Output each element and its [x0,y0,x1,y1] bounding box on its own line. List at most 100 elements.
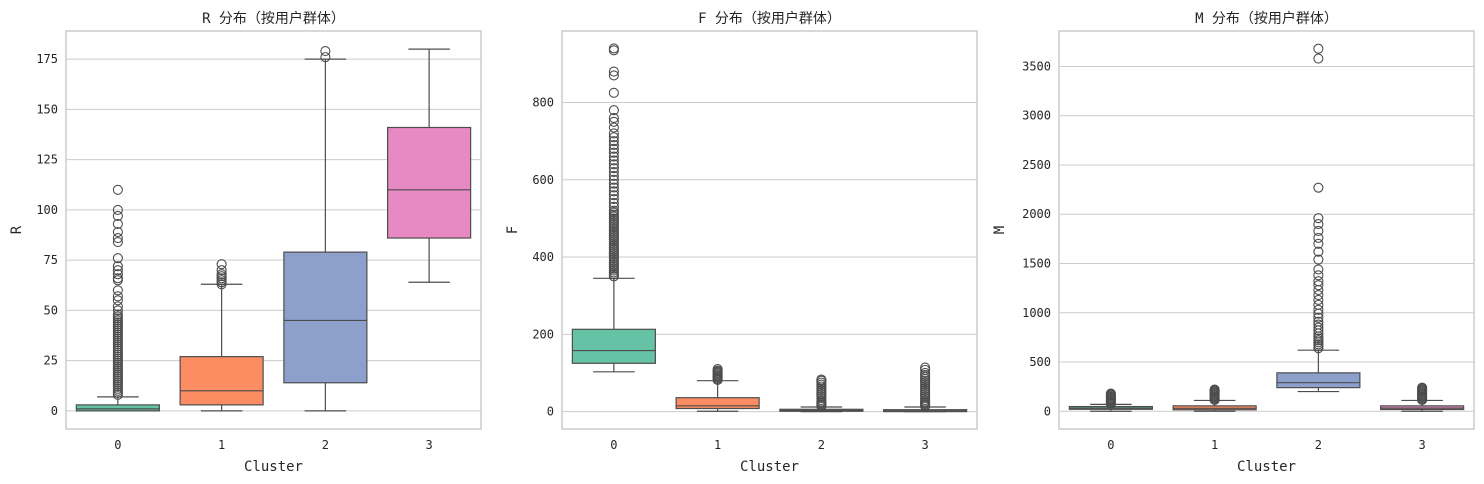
outlier-point [608,70,619,81]
outlier-point [112,309,123,320]
outlier-point [112,218,123,230]
outlier-point [608,122,619,133]
outlier-point [1313,322,1324,333]
outlier-point [608,166,619,178]
panel-title: R 分布（按用户群体） [202,10,345,27]
box-cluster-1 [1172,384,1257,412]
outlier-point [608,112,619,123]
outlier-point [608,105,619,116]
outlier-point [1313,53,1324,64]
box-cluster-0 [571,43,656,373]
iqr-box [675,397,760,410]
outlier-point [320,52,331,63]
x-tick-label: 2 [818,438,825,452]
outlier-point [112,204,123,215]
y-axis-label: R [9,225,25,234]
outlier-point [608,66,619,77]
y-tick-label: 3500 [1022,59,1051,73]
outlier-point [1313,264,1324,275]
outlier-point [1417,382,1428,393]
x-tick-label: 3 [1419,438,1426,452]
gridlines [66,58,481,412]
box-cluster-1 [179,259,264,412]
outlier-point [1313,213,1324,224]
panel-f: F 分布（按用户群体） Cluster F 0 200 400 600 800 0 1 2 3 [505,10,978,475]
iqr-box [387,126,472,239]
y-tick-label: 3000 [1022,109,1051,123]
x-axis-label: Cluster [740,459,799,475]
outlier-point [608,87,619,98]
box-cluster-1 [675,364,760,412]
outlier-point [608,151,619,162]
iqr-box [179,356,264,406]
outlier-point [608,147,619,158]
box-cluster-3 [883,362,968,413]
outlier-point [1313,246,1324,257]
outlier-point [608,201,619,212]
outlier-point [608,139,619,151]
outlier-point [112,184,123,195]
outlier-point [112,232,123,244]
outlier-point [608,45,619,56]
y-tick-label: 2500 [1022,158,1051,172]
outlier-point [1313,294,1324,305]
outlier-point [112,305,123,316]
outlier-point [1313,182,1324,193]
outlier-point [112,265,123,276]
outlier-point [1313,238,1324,249]
outlier-point [608,159,619,170]
outlier-point [1313,312,1324,323]
x-tick-label: 1 [714,438,721,452]
gridlines [562,101,977,413]
y-tick-label: 400 [532,250,554,264]
iqr-box [1276,372,1361,389]
outlier-point [216,265,227,276]
outlier-point [1313,225,1324,237]
x-tick-label: 2 [322,438,329,452]
outlier-point [608,178,619,189]
outlier-point [112,261,123,272]
y-tick-label: 200 [532,327,554,341]
gridlines [1059,65,1474,412]
box-cluster-2 [1276,43,1361,393]
outlier-point [920,364,931,375]
outlier-point [1313,289,1324,301]
panel-title: M 分布（按用户群体） [1195,10,1338,27]
outlier-point [1313,270,1324,281]
x-axis-label: Cluster [244,459,303,475]
y-tick-label: 150 [36,102,58,116]
outlier-point [112,301,123,312]
y-tick-label: 125 [36,153,58,167]
y-axis-label: M [992,226,1008,234]
box-cluster-0 [75,184,160,412]
outlier-point [1313,319,1324,330]
outlier-point [112,226,123,238]
outlier-point [608,116,619,127]
box-cluster-0 [1068,388,1153,412]
x-tick-label: 3 [922,438,929,452]
iqr-box [571,328,656,364]
box-cluster-3 [387,48,472,283]
outlier-point [608,186,619,197]
outlier-point [920,367,931,379]
outlier-point [112,273,123,284]
outlier-point [608,155,619,166]
y-tick-label: 25 [44,354,58,368]
iqr-box [75,404,160,412]
y-tick-label: 500 [1029,355,1051,369]
outlier-point [1209,384,1220,395]
x-tick-label: 3 [426,438,433,452]
outlier-point [1313,299,1324,310]
outlier-point [112,285,123,296]
y-tick-label: 600 [532,173,554,187]
outlier-point [608,163,619,174]
outlier-point [1313,232,1324,243]
x-tick-label: 2 [1315,438,1322,452]
outlier-point [112,295,123,306]
plot-frame [65,30,482,430]
plot-frame [1058,30,1475,430]
outlier-point [608,190,619,201]
x-tick-label: 0 [114,438,121,452]
outlier-point [1313,219,1324,230]
x-tick-label: 1 [218,438,225,452]
